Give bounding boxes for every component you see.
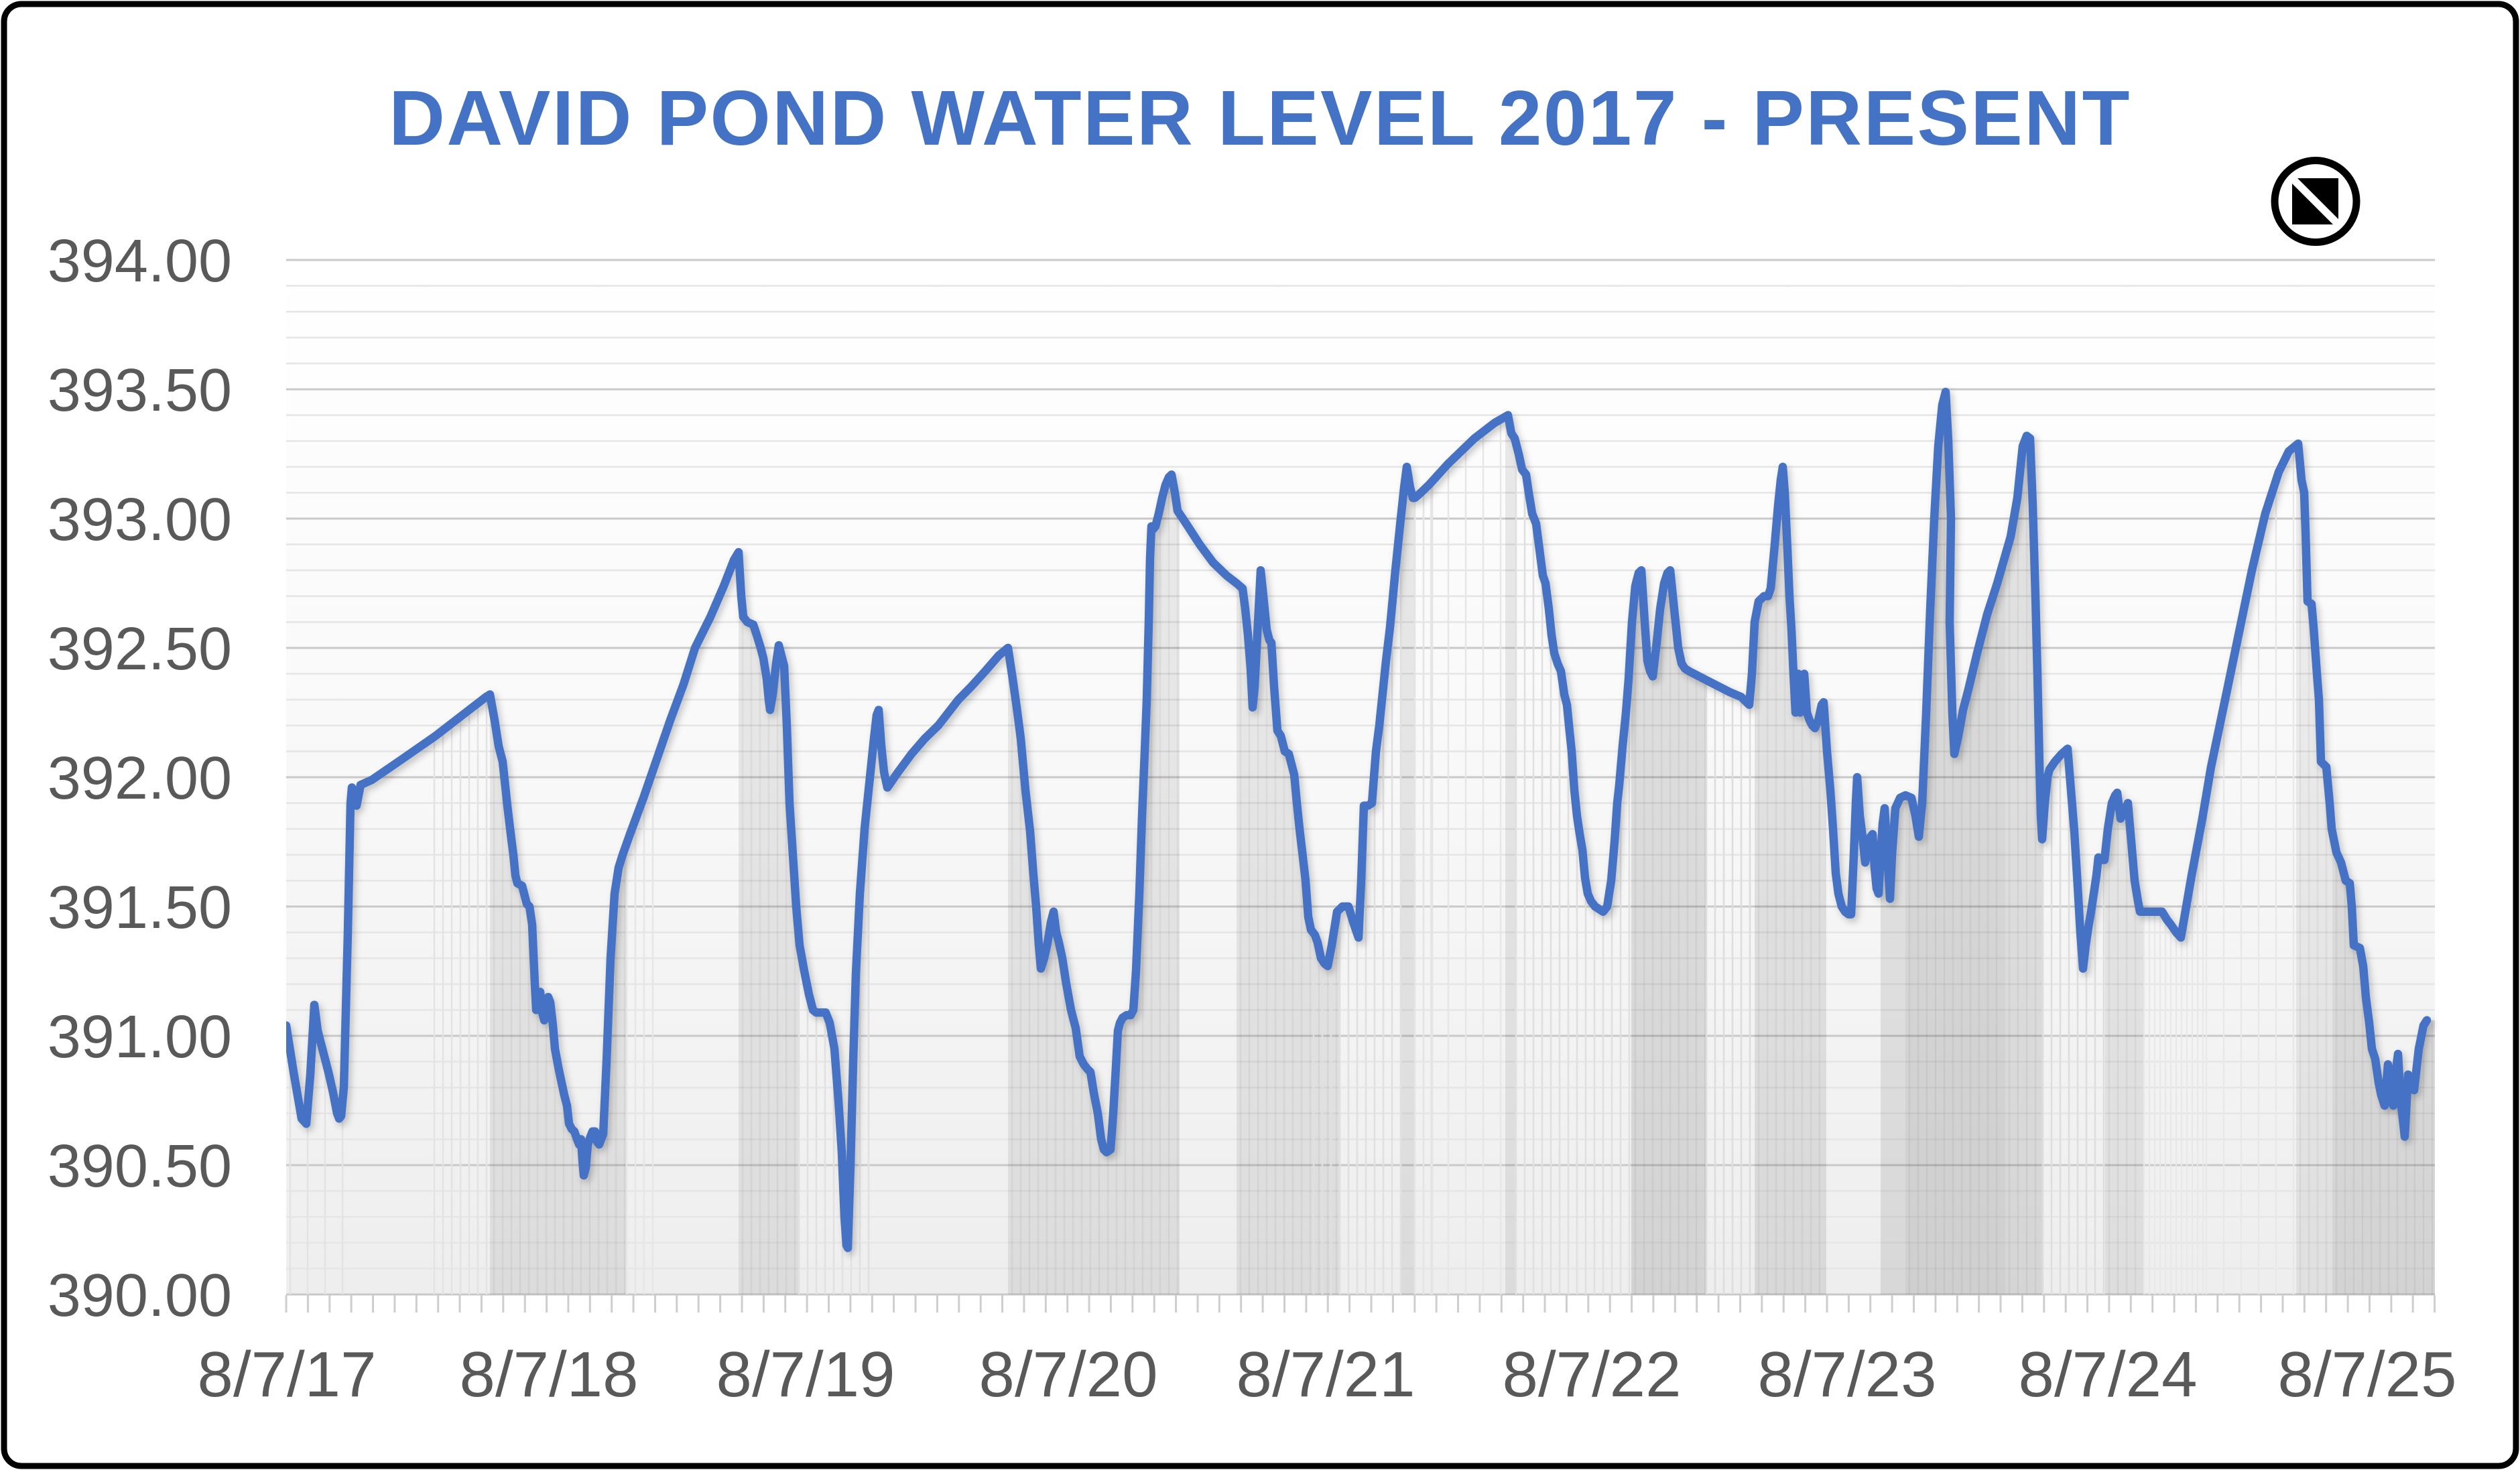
svg-text:8/7/17: 8/7/17 [198,1339,377,1410]
svg-text:394.00: 394.00 [48,228,232,295]
svg-text:8/7/21: 8/7/21 [1237,1339,1415,1410]
svg-text:8/7/19: 8/7/19 [716,1339,895,1410]
svg-text:8/7/24: 8/7/24 [2019,1339,2198,1410]
svg-text:392.00: 392.00 [48,745,232,812]
svg-text:390.50: 390.50 [48,1133,232,1200]
svg-text:390.00: 390.00 [48,1262,232,1329]
svg-text:8/7/23: 8/7/23 [1758,1339,1937,1410]
svg-text:8/7/22: 8/7/22 [1503,1339,1682,1410]
svg-text:391.00: 391.00 [48,1004,232,1071]
svg-text:DAVID POND WATER LEVEL 2017 -: DAVID POND WATER LEVEL 2017 - PRESENT [389,74,2131,161]
svg-text:392.50: 392.50 [48,616,232,683]
svg-text:393.50: 393.50 [48,357,232,424]
svg-text:8/7/18: 8/7/18 [460,1339,639,1410]
svg-text:8/7/25: 8/7/25 [2278,1339,2457,1410]
svg-text:391.50: 391.50 [48,874,232,941]
svg-text:393.00: 393.00 [48,486,232,553]
svg-text:8/7/20: 8/7/20 [979,1339,1158,1410]
